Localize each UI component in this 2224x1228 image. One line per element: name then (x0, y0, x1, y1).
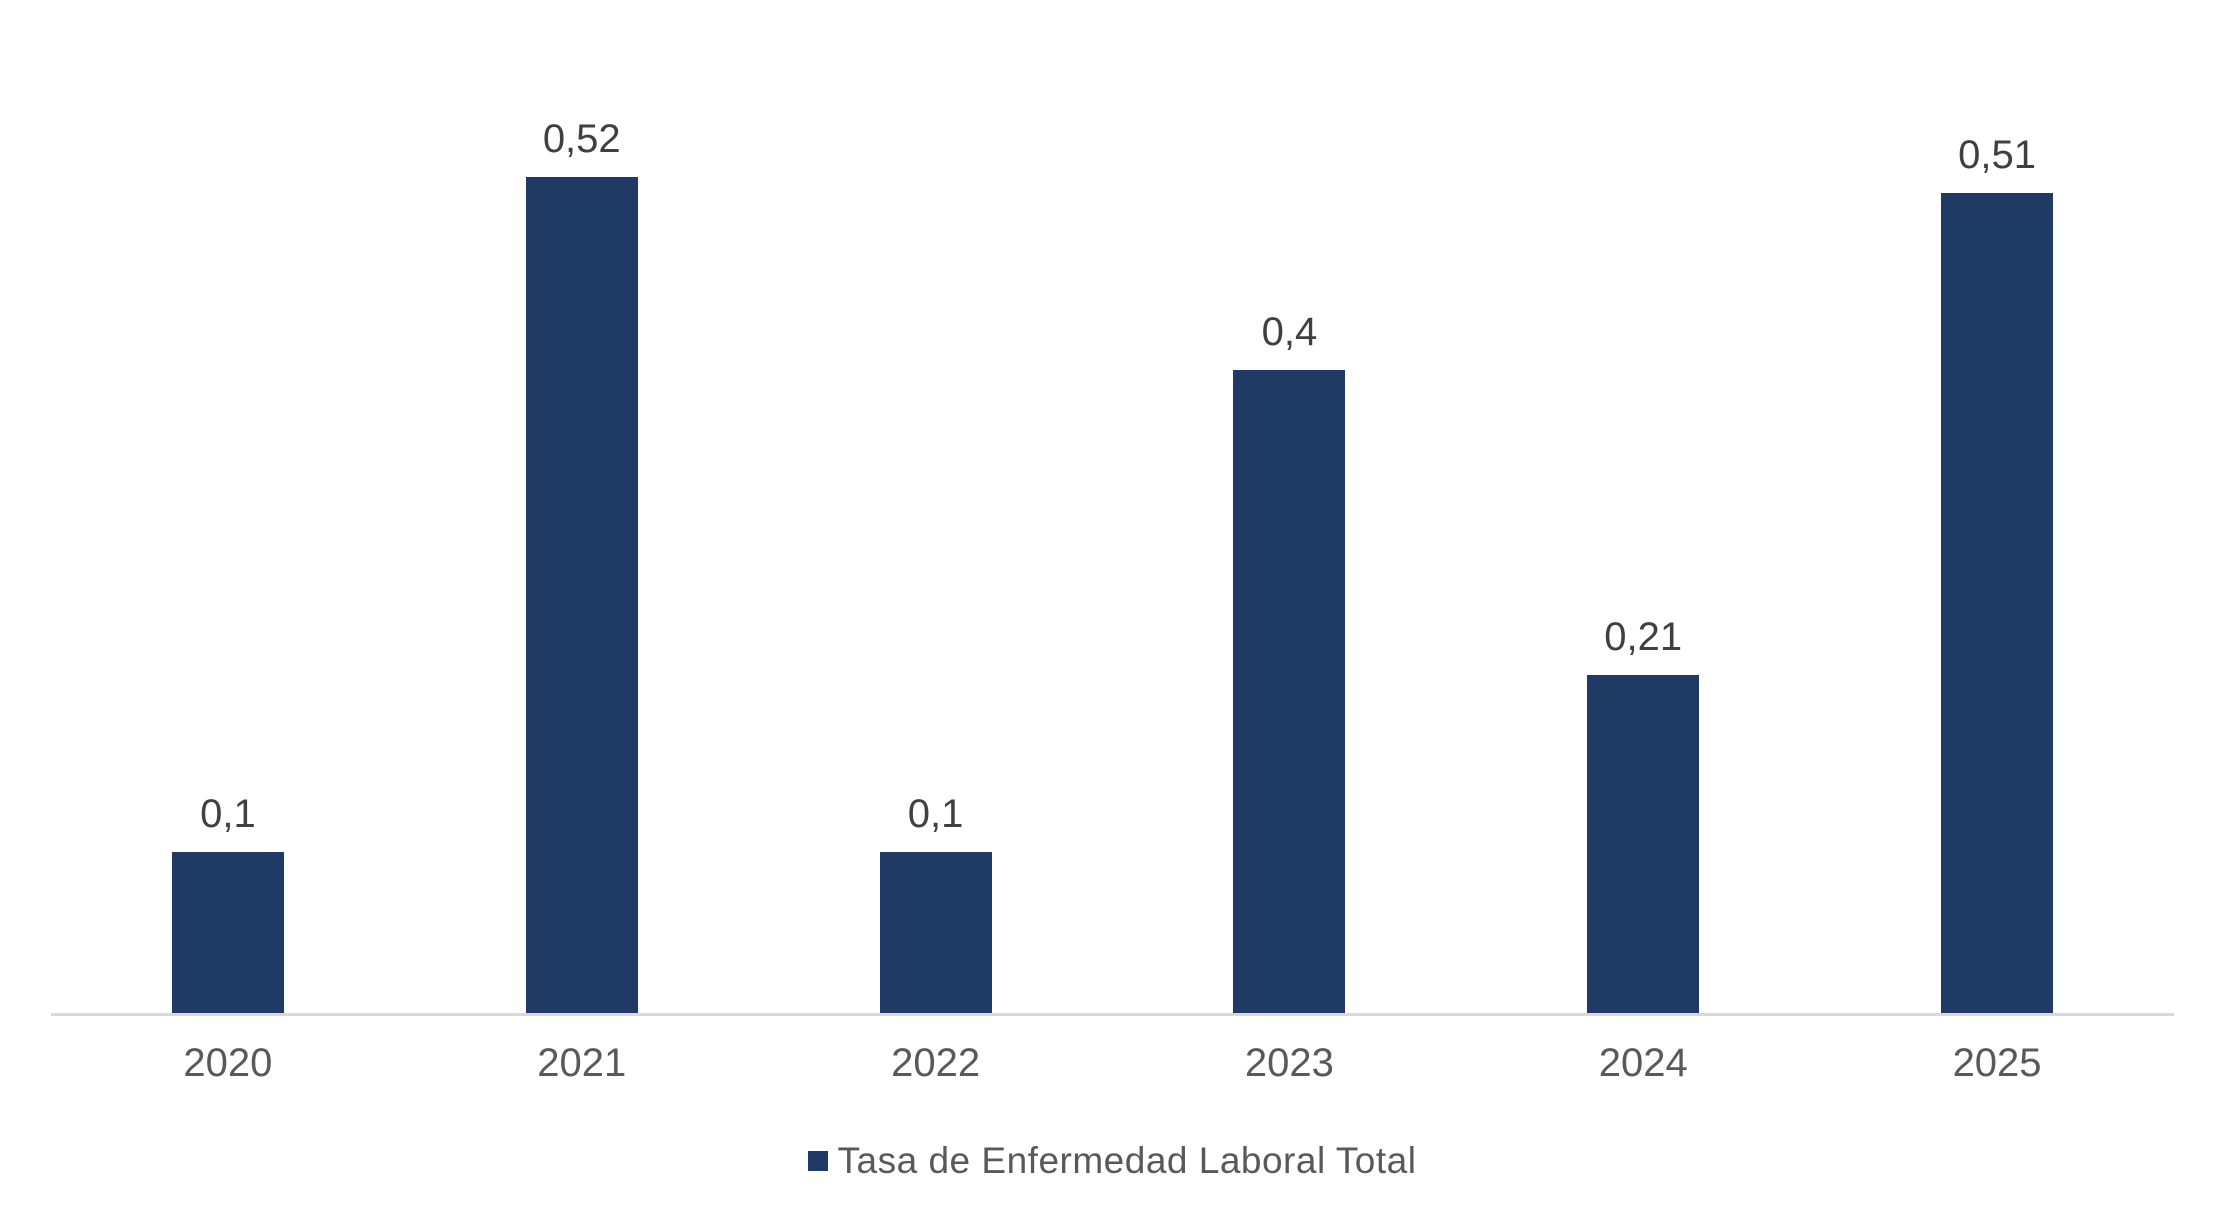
bar-value-label: 0,21 (1604, 615, 1683, 659)
plot-area: 0,1 0,52 0,1 0,4 0,21 0,51 (51, 0, 2174, 1013)
x-axis-labels: 2020 2021 2022 2023 2024 2025 (51, 1043, 2174, 1083)
bar-value-label: 0,52 (542, 117, 621, 161)
legend-marker-square (807, 1150, 828, 1171)
bar-slot-2025: 0,51 (1820, 0, 2174, 1013)
bar-2021 (525, 177, 638, 1013)
bar-slot-2020: 0,1 (51, 0, 405, 1013)
bar-slot-2023: 0,4 (1112, 0, 1466, 1013)
bar-2024 (1587, 675, 1700, 1013)
x-axis-label-2022: 2022 (891, 1041, 981, 1085)
bar-2023 (1233, 370, 1346, 1013)
bar-2022 (879, 852, 992, 1013)
bar-slot-2022: 0,1 (759, 0, 1113, 1013)
x-axis-label-2023: 2023 (1244, 1041, 1334, 1085)
bar-2020 (171, 852, 284, 1013)
bar-value-label: 0,1 (907, 792, 964, 836)
x-axis-label-2025: 2025 (1952, 1041, 2042, 1085)
x-axis-label-2024: 2024 (1598, 1041, 1688, 1085)
legend: Tasa de Enfermedad Laboral Total (0, 1142, 2224, 1179)
x-axis-label-2021: 2021 (537, 1041, 627, 1085)
bar-2025 (1941, 193, 2054, 1013)
bar-slot-2024: 0,21 (1466, 0, 1820, 1013)
legend-series-label: Tasa de Enfermedad Laboral Total (837, 1140, 1417, 1181)
bar-value-label: 0,4 (1261, 310, 1318, 354)
bar-slot-2021: 0,52 (405, 0, 759, 1013)
x-axis-line (51, 1013, 2174, 1016)
bar-value-label: 0,51 (1958, 133, 2036, 177)
x-axis-label-2020: 2020 (183, 1041, 273, 1085)
bar-value-label: 0,1 (200, 792, 256, 836)
